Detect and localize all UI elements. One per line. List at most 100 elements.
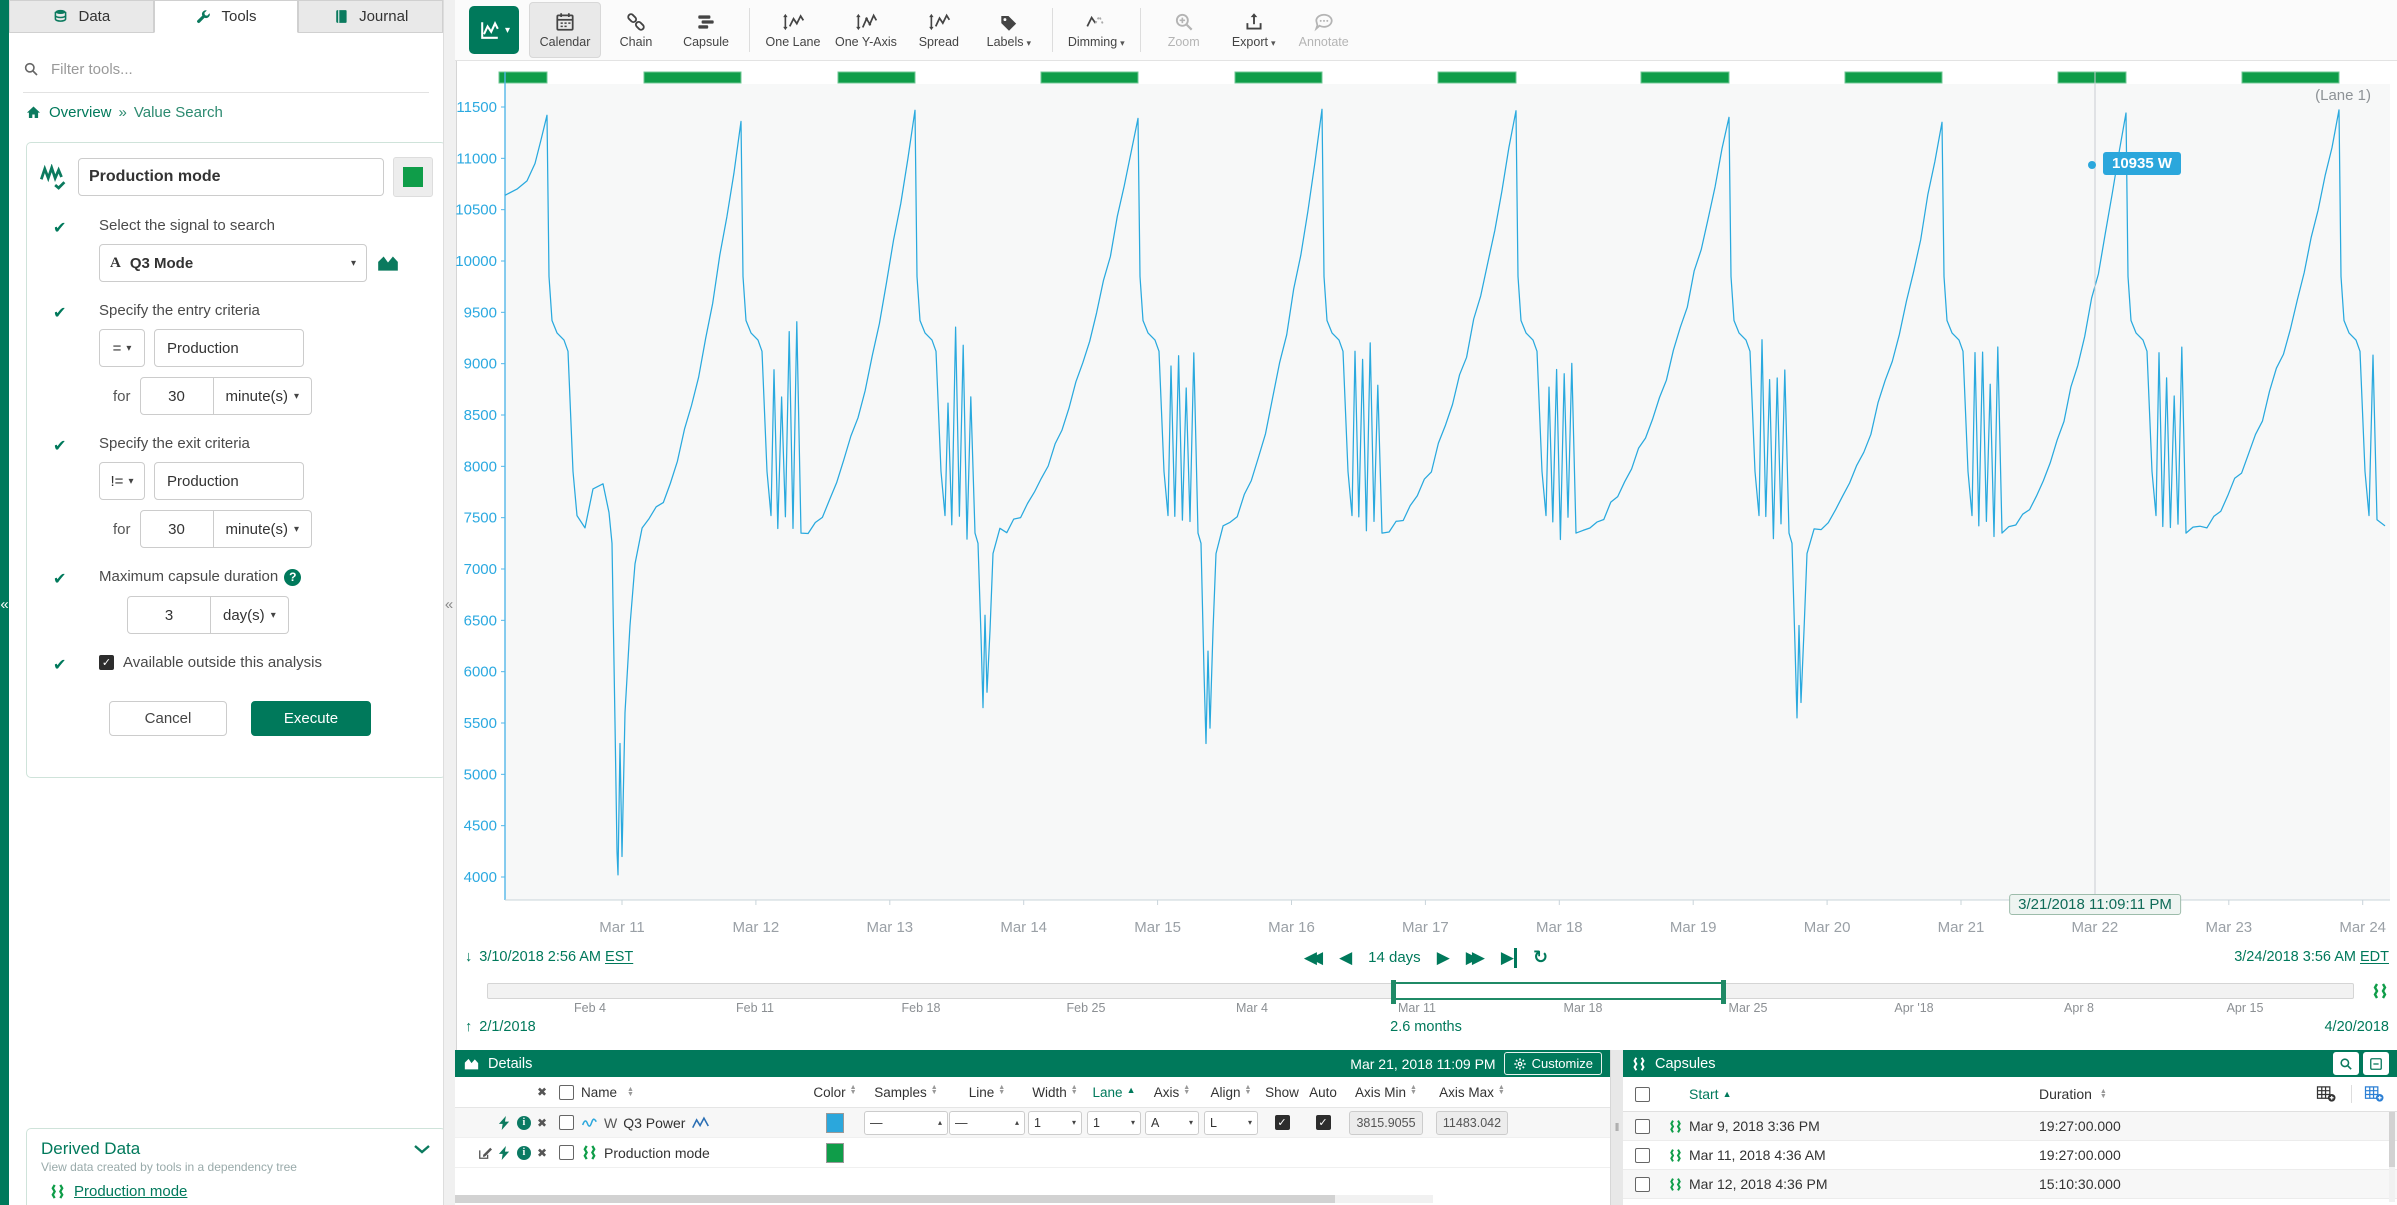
exit-unit-select[interactable]: minute(s) ▾ — [213, 510, 313, 548]
trend-chart[interactable]: 11500 11000 10500 10000 9500 9000 8500 8000 7500… — [455, 60, 2397, 945]
range-start[interactable]: ↓ 3/10/2018 2:56 AM EST — [465, 949, 634, 965]
remove-icon[interactable]: ✖ — [536, 1115, 547, 1130]
step-forward-full-button[interactable]: ▶▶ — [1465, 947, 1485, 967]
tab-data[interactable]: Data — [9, 0, 154, 33]
column-header-axis[interactable]: Axis ▲ ▼ — [1153, 1083, 1191, 1100]
execute-button[interactable]: Execute — [251, 701, 371, 736]
column-header-align[interactable]: Align ▲ ▼ — [1210, 1083, 1252, 1100]
step-forward-half-button[interactable]: ▶ — [1436, 947, 1450, 967]
row-checkbox[interactable] — [1634, 1147, 1650, 1163]
start-column-header[interactable]: Start ▲ — [1689, 1086, 1732, 1102]
line-style-select[interactable]: — ▴ — [949, 1110, 1025, 1135]
home-icon[interactable] — [25, 104, 42, 121]
remove-all-icon[interactable]: ✖ — [536, 1085, 547, 1099]
color-swatch-button[interactable] — [393, 157, 433, 197]
timezone-link[interactable]: EDT — [2360, 949, 2389, 965]
toolbar-labels-button[interactable]: Labels ▾ — [974, 3, 1044, 57]
scrubber-handle-right[interactable] — [1721, 980, 1726, 1004]
duration-column-header[interactable]: Duration ▲ ▼ — [2039, 1086, 2107, 1102]
show-checkbox[interactable]: ✓ — [1274, 1115, 1290, 1130]
chevron-down-icon[interactable] — [413, 1143, 431, 1155]
tool-name-input[interactable] — [78, 158, 384, 196]
collapse-sidebar-chevron[interactable]: « — [444, 596, 454, 613]
entry-unit-select[interactable]: minute(s) ▾ — [213, 377, 313, 415]
info-icon[interactable]: i — [516, 1115, 531, 1130]
scrubber-track[interactable] — [487, 980, 2354, 1004]
capsule-row[interactable]: Mar 11, 2018 4:36 AM 19:27:00.000 — [1623, 1141, 2397, 1170]
exit-operator-select[interactable]: != ▾ — [99, 462, 145, 500]
refresh-icon[interactable]: ↻ — [1533, 947, 1549, 967]
capsules-vscrollbar[interactable] — [2389, 1112, 2395, 1202]
color-swatch[interactable] — [826, 1112, 844, 1133]
capsule-time-icon[interactable] — [2371, 982, 2389, 1000]
toolbar-one-lane-button[interactable]: One Lane — [758, 3, 828, 57]
condition-name[interactable]: Production mode — [604, 1144, 710, 1161]
color-swatch[interactable] — [826, 1142, 844, 1163]
range-duration-label[interactable]: 14 days — [1368, 949, 1421, 966]
capsules-collapse-button[interactable] — [2363, 1052, 2389, 1075]
timezone-link[interactable]: EST — [605, 949, 634, 965]
signal-select[interactable]: A Q3 Mode ▾ — [99, 244, 367, 282]
preview-chart-icon[interactable] — [376, 252, 400, 274]
tab-tools[interactable]: Tools — [153, 0, 299, 33]
samples-style-select[interactable]: — ▴ — [864, 1110, 948, 1135]
signal-name[interactable]: Q3 Power — [623, 1114, 686, 1131]
align-select[interactable]: L ▾ — [1204, 1110, 1258, 1135]
filter-tools-input[interactable] — [49, 59, 429, 79]
scrubber-selection[interactable] — [1391, 980, 1726, 1004]
step-back-half-button[interactable]: ◀ — [1339, 947, 1353, 967]
axis-select[interactable]: A ▾ — [1145, 1110, 1199, 1135]
scrubber-handle-left[interactable] — [1391, 980, 1396, 1004]
column-header-name[interactable]: Name ▲ ▼ — [581, 1084, 634, 1100]
exit-value-input[interactable] — [165, 471, 293, 491]
derived-data-header[interactable]: Derived Data — [41, 1139, 431, 1159]
add-column-icon[interactable] — [2302, 1085, 2351, 1103]
collapse-left-chevron[interactable]: « — [0, 596, 9, 613]
select-all-checkbox[interactable] — [1634, 1086, 1650, 1102]
line-width-select[interactable]: 1 ▾ — [1028, 1110, 1082, 1135]
derived-item-link[interactable]: Production mode — [74, 1183, 188, 1200]
samples-display-icon[interactable] — [691, 1115, 710, 1130]
max-duration-input[interactable] — [142, 605, 196, 625]
details-row-q3-power[interactable]: i ✖ W Q3 Power — ▴ — ▴ 1 ▾ 1 ▾ A ▾ L ▾ ✓ ✓ — [455, 1108, 1610, 1138]
toolbar-spread-button[interactable]: Spread — [904, 3, 974, 57]
row-checkbox[interactable] — [1634, 1118, 1650, 1134]
add-custom-column-icon[interactable] — [2351, 1085, 2397, 1103]
step-back-full-button[interactable]: ◀◀ — [1303, 947, 1323, 967]
toolbar-chain-button[interactable]: Chain — [601, 3, 671, 57]
capsule-row[interactable]: Mar 12, 2018 4:36 PM 15:10:30.000 — [1623, 1170, 2397, 1199]
toolbar-dimming-button[interactable]: Dimming ▾ — [1061, 3, 1132, 57]
auto-checkbox[interactable]: ✓ — [1315, 1115, 1331, 1130]
entry-duration-input[interactable] — [149, 386, 204, 406]
cancel-button[interactable]: Cancel — [109, 701, 227, 736]
breadcrumb-overview-link[interactable]: Overview — [49, 104, 112, 121]
axis-min-value[interactable]: 3815.9055 — [1349, 1110, 1423, 1135]
capsules-search-button[interactable] — [2333, 1052, 2359, 1075]
column-header-axis-min[interactable]: Axis Min ▲ ▼ — [1355, 1083, 1417, 1100]
tab-journal[interactable]: Journal — [298, 0, 444, 33]
entry-operator-select[interactable]: = ▾ — [99, 329, 145, 367]
edit-icon[interactable] — [478, 1146, 492, 1160]
details-hscrollbar[interactable] — [455, 1195, 1433, 1203]
select-all-checkbox[interactable] — [558, 1084, 574, 1100]
toolbar-capsule-button[interactable]: Capsule — [671, 3, 741, 57]
lane-select[interactable]: 1 ▾ — [1087, 1110, 1141, 1135]
step-to-end-button[interactable]: ▶ — [1501, 947, 1517, 968]
column-header-lane[interactable]: Lane ▲ — [1092, 1084, 1136, 1100]
available-checkbox[interactable]: ✓ — [99, 655, 114, 670]
help-icon[interactable]: ? — [284, 569, 302, 586]
range-end[interactable]: 3/24/2018 3:56 AM EDT — [2234, 949, 2389, 965]
info-icon[interactable]: i — [516, 1145, 531, 1160]
column-header-line[interactable]: Line ▲ ▼ — [968, 1083, 1006, 1100]
row-checkbox[interactable] — [1634, 1176, 1650, 1192]
customize-button[interactable]: Customize — [1503, 1052, 1602, 1075]
lightning-icon[interactable] — [498, 1115, 511, 1130]
toolbar-calendar-button[interactable]: Calendar — [529, 2, 601, 58]
row-checkbox[interactable] — [558, 1115, 574, 1130]
view-mode-button[interactable]: ▾ — [469, 6, 519, 54]
row-checkbox[interactable] — [558, 1145, 574, 1160]
investigate-start[interactable]: ↑ 2/1/2018 — [465, 1019, 536, 1035]
axis-max-value[interactable]: 11483.042 — [1435, 1110, 1509, 1135]
column-header-color[interactable]: Color ▲ ▼ — [813, 1083, 857, 1100]
details-row-production-mode[interactable]: i ✖ Production mode — [455, 1138, 1610, 1168]
